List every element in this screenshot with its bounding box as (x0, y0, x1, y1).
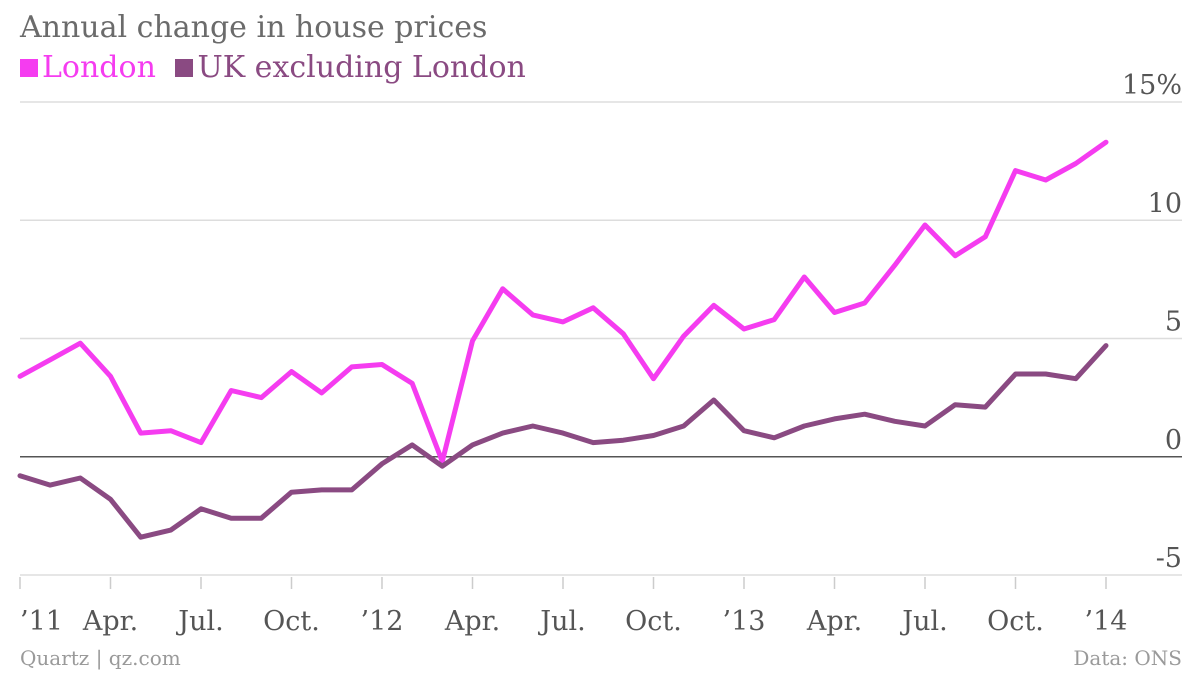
legend-swatch-uk-excluding-london (175, 59, 194, 77)
x-tick-label: Oct. (987, 606, 1044, 637)
legend: London UK excluding London (20, 50, 536, 85)
y-tick-label: -5 (1156, 543, 1182, 574)
x-tick-label: Jul. (175, 606, 223, 637)
x-tick-label: ’14 (1085, 606, 1128, 637)
legend-item-london: London (20, 50, 156, 85)
footer-source-right: Data: ONS (1073, 646, 1182, 670)
x-tick-label: Oct. (263, 606, 320, 637)
y-tick-label: 0 (1165, 425, 1182, 456)
legend-label-uk-excluding-london: UK excluding London (197, 50, 526, 85)
x-tick-label: ’11 (20, 606, 63, 637)
legend-swatch-london (20, 59, 38, 77)
series-lines (17, 139, 1109, 540)
x-tick-label: Jul. (537, 606, 585, 637)
chart-title: Annual change in house prices (20, 10, 488, 45)
legend-label-london: London (42, 50, 156, 85)
series-line-london (17, 139, 1109, 464)
x-tick-label: Jul. (899, 606, 947, 637)
x-tick-label: Apr. (806, 606, 862, 637)
y-tick-label: 5 (1165, 307, 1182, 338)
series-line-uk-excluding-london (17, 343, 1109, 540)
y-axis: -5 0 5 10 15% (1122, 70, 1182, 574)
y-tick-label: 15% (1122, 70, 1182, 101)
legend-item-uk-excluding-london: UK excluding London (175, 50, 526, 85)
y-tick-label: 10 (1148, 188, 1182, 219)
footer-source-left: Quartz | qz.com (20, 646, 181, 670)
x-tick-label: ’13 (723, 606, 766, 637)
x-tick-label: Oct. (625, 606, 682, 637)
x-tick-label: Apr. (444, 606, 500, 637)
x-tick-label: ’12 (361, 606, 404, 637)
x-axis: ’11 Apr. Jul. Oct. ’12 Apr. Jul. Oct. ’13 Apr. Jul… (19, 577, 1128, 637)
x-tick-label: Apr. (82, 606, 138, 637)
gridlines (20, 101, 1182, 576)
